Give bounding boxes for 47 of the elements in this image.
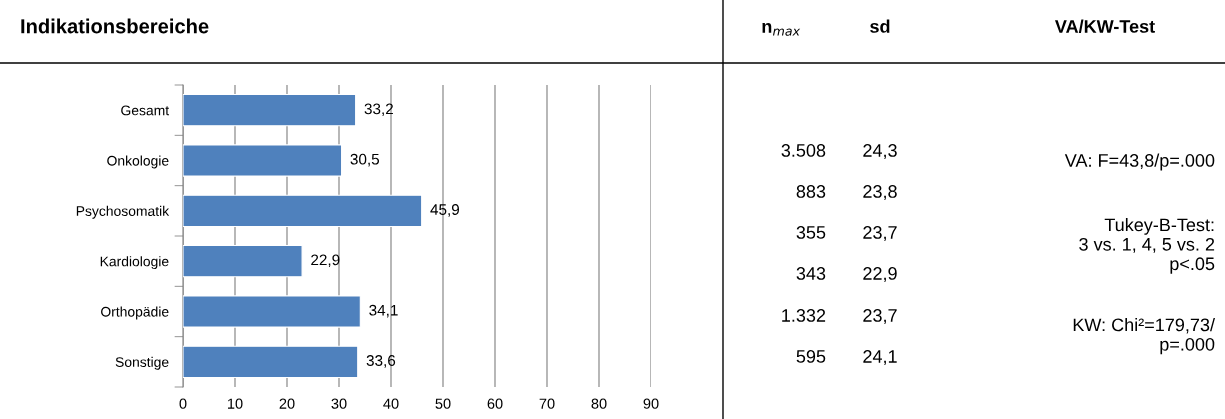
text: 23,7 — [863, 226, 897, 241]
text: 22,9 — [863, 267, 897, 282]
data-label: 34,1 — [369, 304, 398, 318]
bar — [183, 345, 359, 378]
text: 24,3 — [863, 144, 897, 159]
y-tick-label: Gesamt — [121, 105, 170, 116]
data-label: 30,5 — [350, 153, 380, 167]
data-label: 33,6 — [366, 355, 396, 368]
data-label: 22,9 — [311, 254, 340, 268]
text: n$_{max}$ — [762, 22, 801, 36]
x-tick-label: 90 — [643, 398, 659, 409]
text: 343 — [796, 267, 826, 280]
x-tick-label: 0 — [179, 398, 187, 409]
x-tick-label: 60 — [487, 398, 503, 409]
y-tick-label: Kardiologie — [100, 256, 169, 270]
x-tick-label: 50 — [435, 398, 451, 409]
bar — [183, 194, 423, 227]
text: 355 — [796, 226, 826, 239]
text: 1.332 — [782, 309, 826, 322]
text: KW: Chi²=179,73/ p=.000 — [1073, 318, 1215, 355]
text: 24,1 — [863, 350, 897, 365]
text: VA/KW-Test — [1054, 19, 1155, 34]
text: sd — [870, 19, 890, 33]
text: 23,8 — [863, 185, 897, 200]
chart-title: Indikationsbereiche — [21, 18, 209, 34]
text: 595 — [796, 350, 826, 363]
data-label: 33,2 — [364, 103, 393, 117]
text: 3.508 — [781, 144, 826, 157]
y-tick-label: Sonstige — [115, 356, 169, 370]
y-tick-label: Onkologie — [107, 155, 169, 169]
bar — [183, 94, 357, 127]
text: 883 — [796, 185, 826, 198]
bar — [183, 144, 343, 177]
text: VA: F=43,8/p=.000 — [1064, 153, 1215, 171]
x-tick-label: 20 — [279, 398, 295, 409]
bar — [183, 295, 361, 328]
data-label: 45,9 — [430, 204, 460, 217]
y-tick-label: Psychosomatik — [76, 205, 170, 219]
x-tick-label: 80 — [591, 398, 607, 409]
x-tick-label: 40 — [383, 398, 399, 409]
x-tick-label: 30 — [331, 398, 347, 409]
x-tick-label: 70 — [539, 398, 555, 409]
bar — [183, 245, 303, 278]
y-tick-label: Orthopädie — [101, 306, 169, 320]
x-tick-label: 10 — [228, 398, 243, 409]
text: Tukey-B-Test: 3 vs. 1, 4, 5 vs. 2 p<.05 — [1079, 218, 1215, 274]
text: 23,7 — [863, 309, 897, 324]
